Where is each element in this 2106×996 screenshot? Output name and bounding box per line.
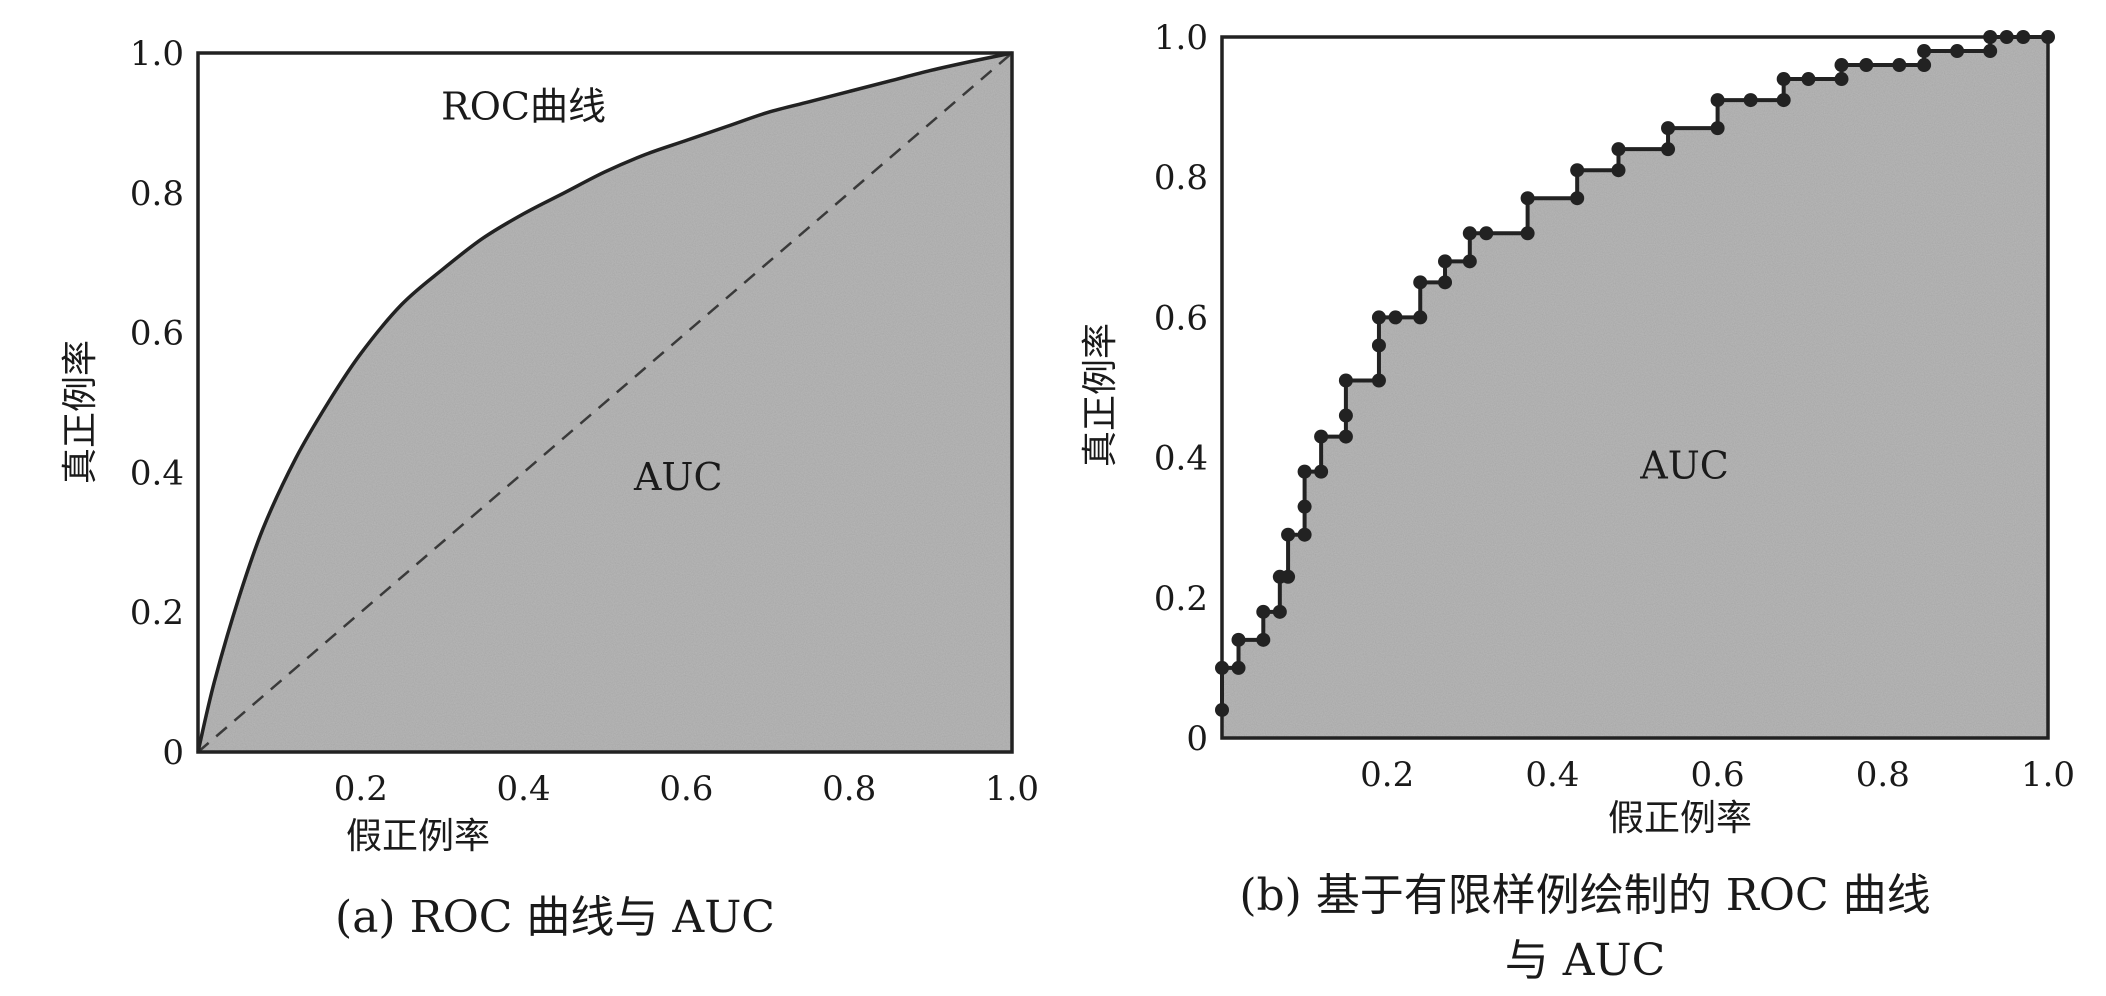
x-tick-label: 0.2	[334, 769, 388, 809]
sample-point	[1892, 58, 1907, 73]
y-tick-label: 0.4	[130, 453, 184, 493]
y-tick-labels-a: 0 0.2 0.4 0.6 0.8 1.0	[130, 34, 184, 773]
sample-point	[1743, 93, 1758, 108]
plot-frame-b	[1220, 35, 2050, 740]
y-tick-label: 0.2	[1154, 579, 1208, 619]
roc-curve-a	[196, 51, 1013, 753]
annotation-label: ROC曲线	[441, 84, 606, 128]
annotation-label: AUC	[1639, 444, 1729, 488]
caption-b-line2: 与 AUC	[1505, 935, 1666, 986]
sample-point	[1710, 93, 1725, 108]
sample-point	[1314, 464, 1329, 479]
y-tick-label: 0.4	[1154, 439, 1208, 479]
y-tick-label: 0.8	[130, 174, 184, 214]
y-tick-label: 1.0	[130, 34, 184, 74]
y-tick-label: 0.2	[130, 593, 184, 633]
sample-point	[1776, 93, 1791, 108]
sample-point	[1983, 44, 1998, 59]
sample-point	[1834, 58, 1849, 73]
sample-point	[1338, 373, 1353, 388]
y-tick-label: 0.6	[1154, 298, 1208, 338]
sample-point	[1438, 254, 1453, 269]
x-axis-label-b: 假正例率	[1608, 798, 1752, 839]
annotations-b: AUC	[1639, 444, 1729, 488]
sample-point	[1314, 429, 1329, 444]
sample-point	[1272, 604, 1287, 619]
sample-point	[1388, 310, 1403, 325]
x-tick-label: 1.0	[985, 769, 1039, 809]
sample-point	[1371, 373, 1386, 388]
sample-point	[1297, 527, 1312, 542]
x-tick-label: 0.8	[1856, 755, 1910, 795]
sample-point	[1256, 604, 1271, 619]
sample-point	[1479, 226, 1494, 241]
sample-point	[1570, 191, 1585, 206]
sample-point	[1710, 121, 1725, 136]
sample-point	[1462, 254, 1477, 269]
sample-point	[1281, 527, 1296, 542]
sample-point	[1661, 121, 1676, 136]
sample-point	[1611, 142, 1626, 157]
sample-point	[1297, 464, 1312, 479]
sample-point	[1338, 408, 1353, 423]
x-tick-label: 0.8	[822, 769, 876, 809]
y-tick-label: 0	[1186, 719, 1208, 759]
sample-point	[1661, 142, 1676, 157]
sample-point	[1231, 632, 1246, 647]
sample-point	[1834, 72, 1849, 87]
y-tick-label: 0	[162, 733, 184, 773]
x-tick-labels-a: 0.2 0.4 0.6 0.8 1.0	[334, 769, 1039, 809]
x-tick-label: 0.2	[1360, 755, 1414, 795]
annotations-a: ROC曲线 AUC	[441, 84, 722, 498]
sample-point	[1413, 275, 1428, 290]
caption-a: (a) ROC 曲线与 AUC	[335, 892, 775, 943]
sample-point	[1371, 310, 1386, 325]
sample-point	[1776, 72, 1791, 87]
sample-point	[1297, 499, 1312, 514]
sample-point	[1520, 191, 1535, 206]
y-tick-label: 0.8	[1154, 158, 1208, 198]
sample-point	[1801, 72, 1816, 87]
sample-point	[1611, 163, 1626, 178]
panel-b: 0.2 0.4 0.6 0.8 1.0 0 0.2 0.4 0.6 0.8 1.0 AUC 假正例…	[1080, 18, 2075, 986]
sample-point	[1859, 58, 1874, 73]
sample-point	[1917, 58, 1932, 73]
sample-point	[1231, 660, 1246, 675]
sample-point	[1570, 163, 1585, 178]
sample-point	[1950, 44, 1965, 59]
sample-point	[1281, 569, 1296, 584]
x-tick-label: 0.4	[1525, 755, 1579, 795]
y-tick-label: 0.6	[130, 314, 184, 354]
annotation-label: AUC	[633, 455, 723, 499]
sample-point	[1462, 226, 1477, 241]
x-tick-label: 1.0	[2021, 755, 2075, 795]
caption-b: (b) 基于有限样例绘制的 ROC 曲线	[1239, 870, 1930, 921]
x-tick-label: 0.4	[497, 769, 551, 809]
sample-point	[1917, 44, 1932, 59]
plot-frame-a	[196, 51, 1014, 754]
panel-a: 0.2 0.4 0.6 0.8 1.0 0 0.2 0.4 0.6 0.8 1.0 ROC曲线 AU…	[60, 34, 1039, 943]
sample-point	[1256, 632, 1271, 647]
auc-area-b	[1222, 37, 2048, 738]
sample-point	[1438, 275, 1453, 290]
y-tick-label: 1.0	[1154, 18, 1208, 58]
diagonal-reference-line	[197, 52, 1013, 753]
sample-point	[1520, 226, 1535, 241]
x-tick-labels-b: 0.2 0.4 0.6 0.8 1.0	[1360, 755, 2075, 795]
y-tick-labels-b: 0 0.2 0.4 0.6 0.8 1.0	[1154, 18, 1208, 759]
y-axis-label-a: 真正例率	[60, 340, 101, 484]
y-axis-label-b: 真正例率	[1080, 323, 1121, 467]
x-tick-label: 0.6	[659, 769, 713, 809]
sample-point	[1413, 310, 1428, 325]
sample-point	[1371, 338, 1386, 353]
x-axis-label-a: 假正例率	[346, 816, 490, 857]
x-tick-label: 0.6	[1691, 755, 1745, 795]
sample-point	[1338, 429, 1353, 444]
